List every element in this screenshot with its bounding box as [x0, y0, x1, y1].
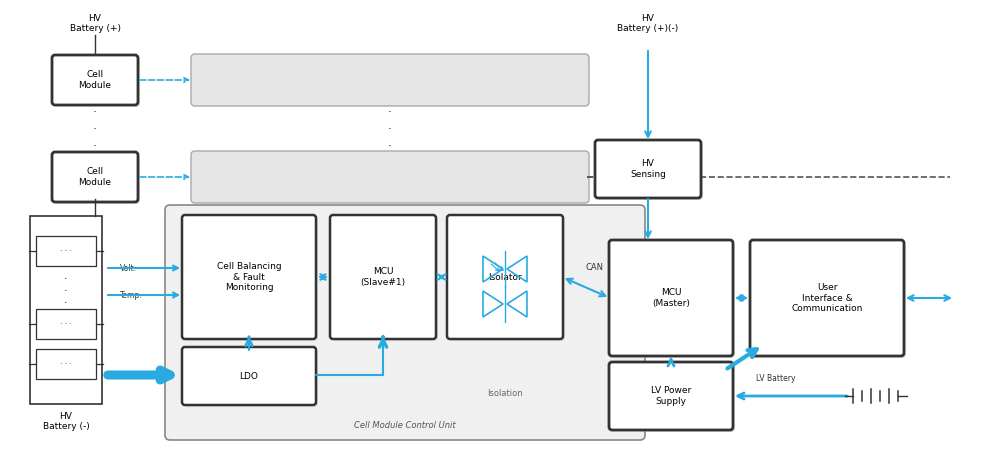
FancyBboxPatch shape — [595, 140, 701, 198]
Bar — [36, 349, 96, 379]
Text: User
Interface &
Communication: User Interface & Communication — [792, 283, 862, 313]
FancyBboxPatch shape — [52, 55, 138, 105]
FancyBboxPatch shape — [182, 347, 316, 405]
Text: Cell
Module: Cell Module — [78, 167, 112, 187]
Text: HV
Battery (+)(-): HV Battery (+)(-) — [617, 14, 679, 33]
Text: Isolation: Isolation — [488, 389, 523, 397]
Text: Cell Module Control Unit: Cell Module Control Unit — [354, 420, 456, 430]
FancyBboxPatch shape — [182, 215, 316, 339]
Text: MCU
(Master): MCU (Master) — [652, 288, 690, 307]
FancyBboxPatch shape — [184, 349, 318, 407]
FancyBboxPatch shape — [184, 217, 318, 341]
FancyBboxPatch shape — [165, 205, 645, 440]
Text: Cell
Module: Cell Module — [78, 70, 112, 90]
FancyBboxPatch shape — [611, 242, 735, 358]
Text: HV
Sensing: HV Sensing — [630, 160, 666, 179]
FancyBboxPatch shape — [191, 54, 589, 106]
Text: HV
Battery (-): HV Battery (-) — [42, 412, 89, 431]
FancyBboxPatch shape — [447, 215, 563, 339]
Text: Volt.: Volt. — [120, 264, 137, 272]
FancyBboxPatch shape — [597, 142, 703, 200]
Text: ·
·
·: · · · — [93, 106, 97, 154]
FancyBboxPatch shape — [52, 152, 138, 202]
FancyBboxPatch shape — [609, 362, 733, 430]
Text: HV
Battery (+): HV Battery (+) — [70, 14, 121, 33]
Text: Isolator: Isolator — [489, 272, 522, 282]
FancyBboxPatch shape — [752, 242, 906, 358]
Bar — [36, 309, 96, 339]
Bar — [30, 216, 102, 404]
FancyBboxPatch shape — [332, 217, 438, 341]
FancyBboxPatch shape — [54, 57, 140, 107]
Text: · · ·: · · · — [60, 319, 72, 329]
Text: · · ·: · · · — [60, 247, 72, 255]
Text: ·
·
·: · · · — [64, 274, 68, 307]
Text: LV Power
Supply: LV Power Supply — [650, 386, 692, 406]
Text: MCU
(Slave#1): MCU (Slave#1) — [360, 267, 405, 287]
FancyBboxPatch shape — [609, 240, 733, 356]
FancyBboxPatch shape — [330, 215, 436, 339]
FancyBboxPatch shape — [611, 364, 735, 432]
Text: ·
·
·: · · · — [388, 106, 392, 154]
Text: CAN: CAN — [586, 263, 604, 272]
FancyBboxPatch shape — [191, 151, 589, 203]
Text: LDO: LDO — [239, 372, 258, 380]
Text: LV Battery: LV Battery — [756, 373, 796, 383]
Text: Temp.: Temp. — [120, 290, 142, 300]
FancyBboxPatch shape — [750, 240, 904, 356]
Text: Cell Balancing
& Fault
Monitoring: Cell Balancing & Fault Monitoring — [217, 262, 282, 292]
Bar — [36, 236, 96, 266]
FancyBboxPatch shape — [54, 154, 140, 204]
Text: · · ·: · · · — [60, 360, 72, 368]
FancyBboxPatch shape — [449, 217, 565, 341]
